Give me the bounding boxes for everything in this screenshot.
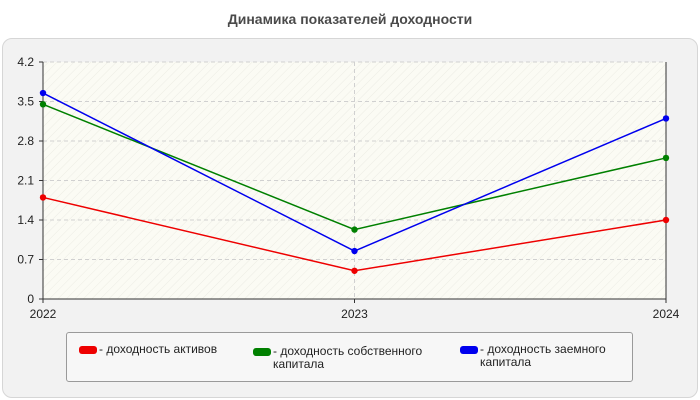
y-tick-label: 0 [27, 292, 34, 306]
data-point-1-1 [351, 226, 358, 233]
legend-swatch-debt [460, 346, 478, 354]
x-tick-label: 2023 [341, 307, 368, 321]
grid-layer [43, 61, 666, 299]
y-tick-label: 4.2 [17, 55, 34, 69]
data-point-0-2 [662, 216, 670, 224]
y-tick-label: 2.1 [17, 174, 34, 188]
x-tick-label: 2022 [30, 307, 57, 321]
data-point-0-1 [351, 267, 358, 274]
data-point-2-2 [662, 115, 670, 122]
y-tick-label: 0.7 [17, 253, 34, 267]
y-tick-label: 2.8 [17, 134, 34, 148]
chart-title: Динамика показателей доходности [227, 11, 473, 27]
x-tick-label: 2024 [653, 307, 680, 321]
data-point-1-0 [39, 101, 47, 108]
data-point-1-2 [662, 154, 670, 162]
axes-layer: 0 0.7 1.4 2.1 2.8 3.5 4.2 2022 2023 2024 [17, 55, 679, 321]
legend-swatch-equity [253, 348, 271, 356]
legend: - доходность активов - доходность собств… [66, 332, 633, 382]
data-point-2-0 [39, 89, 47, 97]
data-point-0-0 [39, 194, 47, 201]
y-tick-label: 1.4 [17, 213, 34, 227]
legend-swatch-assets [79, 346, 97, 354]
y-tick-label: 3.5 [17, 95, 34, 109]
series-layer [39, 89, 670, 274]
legend-label-equity: - доходность собственного капитала [273, 344, 423, 371]
legend-label-assets: - доходность активов [99, 342, 218, 356]
legend-label-debt: - доходность заемного капитала [480, 342, 606, 369]
data-point-2-1 [351, 247, 358, 255]
